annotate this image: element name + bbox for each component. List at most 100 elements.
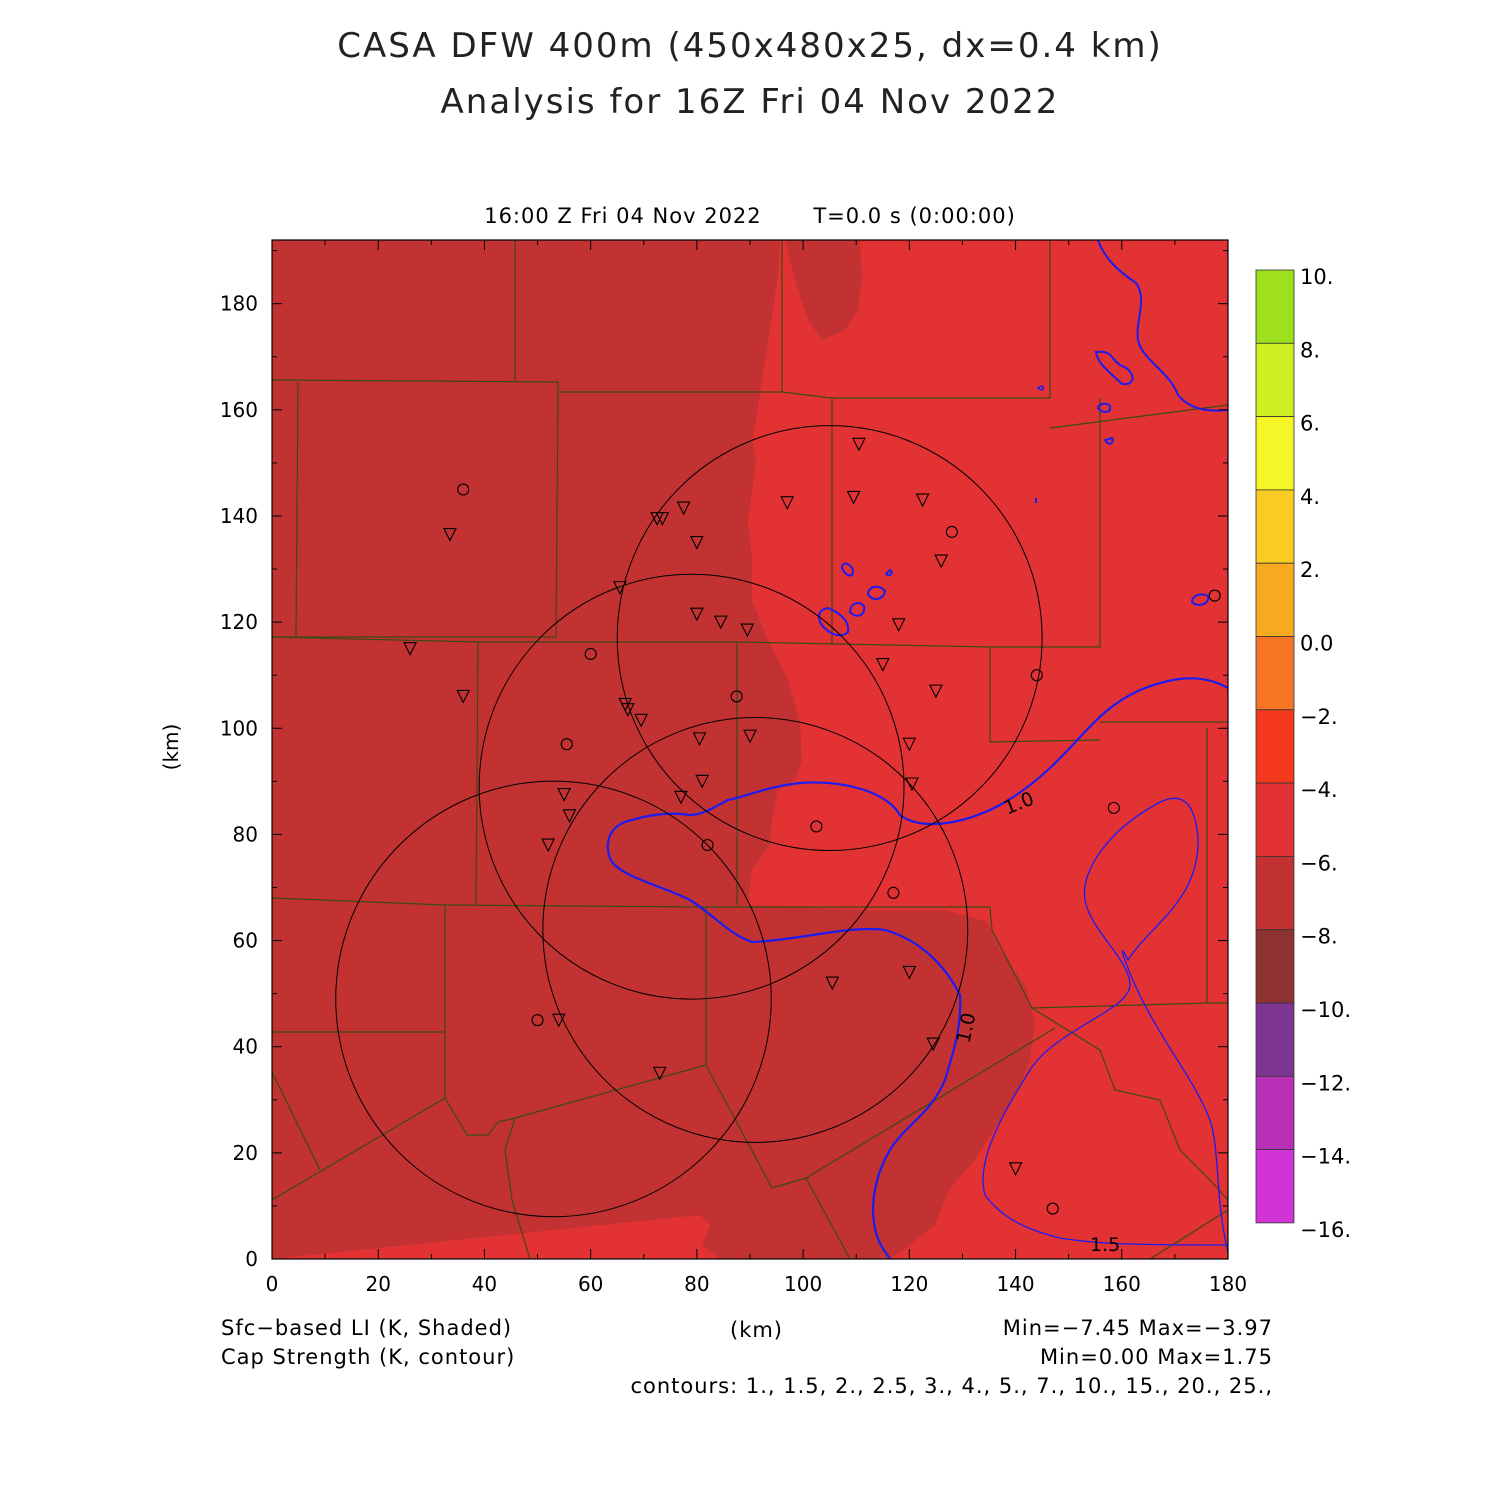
station-triangle <box>620 703 635 717</box>
station-triangle <box>634 713 649 728</box>
x-tick-label: 40 <box>472 1272 497 1296</box>
y-tick-label: 60 <box>233 929 258 953</box>
colorbar-label: −14. <box>1300 1145 1351 1169</box>
x-tick-label: 100 <box>784 1272 822 1296</box>
colorbar-swatch <box>1255 269 1295 344</box>
county-boundary <box>272 398 1101 648</box>
map-plot-area: 1.0 1.0 1.5 <box>272 240 1228 1259</box>
contour-closed <box>1103 436 1114 445</box>
county-boundary <box>295 381 299 638</box>
station-circle <box>1046 1202 1059 1215</box>
colorbar-label: 2. <box>1300 558 1320 582</box>
station-triangle <box>541 838 556 853</box>
station-triangle <box>915 493 930 508</box>
y-tick-label: 180 <box>220 292 258 316</box>
station-triangle <box>1008 1162 1023 1177</box>
station-triangle <box>875 658 890 672</box>
station-circle <box>457 483 470 496</box>
contour-closed <box>848 602 866 617</box>
colorbar-label: −4. <box>1300 778 1338 802</box>
y-tick-label: 100 <box>220 716 258 740</box>
station-circle <box>701 838 714 852</box>
radar-range-rings <box>335 425 1043 1218</box>
station-circle <box>560 738 573 751</box>
station-triangle <box>689 607 704 622</box>
radar-range-ring <box>335 780 772 1218</box>
county-boundary <box>705 907 851 1259</box>
county-boundary <box>1031 1007 1228 1201</box>
y-tick-label: 120 <box>220 610 258 634</box>
contour-closed <box>866 585 887 600</box>
county-boundary <box>781 240 1051 399</box>
county-boundary <box>1149 1209 1228 1259</box>
x-tick-label: 0 <box>266 1272 279 1296</box>
contour-closed <box>1190 593 1210 606</box>
county-boundary <box>272 391 559 638</box>
station-triangle <box>689 535 704 550</box>
x-tick-label: 20 <box>365 1272 390 1296</box>
station-circle <box>887 886 900 899</box>
station-triangle <box>674 790 688 805</box>
elapsed-time: T=0.0 s (0:00:00) <box>813 204 1016 228</box>
station-triangle <box>926 1037 941 1052</box>
station-triangle <box>713 615 728 630</box>
colorbar-label: 10. <box>1300 265 1333 289</box>
map-title: CASA DFW 400m (450x480x25, dx=0.4 km) <box>337 26 1163 66</box>
valid-time-line: 16:00 Z Fri 04 Nov 2022 T=0.0 s (0:00:00… <box>0 204 1500 228</box>
y-tick-label: 40 <box>233 1035 258 1059</box>
contour-levels: contours: 1., 1.5, 2., 2.5, 3., 4., 5., … <box>630 1374 1273 1398</box>
station-triangle <box>443 528 457 542</box>
station-triangle <box>692 732 707 747</box>
station-circle <box>1208 589 1221 602</box>
contour-closed <box>884 568 893 577</box>
colorbar-swatch <box>1255 1149 1295 1224</box>
legend-shaded-field: Sfc−based LI (K, Shaded) <box>221 1316 513 1340</box>
contour-closed <box>840 562 854 577</box>
radar-range-ring <box>478 573 905 1000</box>
colorbar-swatch <box>1255 929 1295 1004</box>
contour-closed <box>1036 385 1045 391</box>
colorbar-swatch <box>1255 636 1295 711</box>
cap-strength-contours <box>606 240 1228 1259</box>
county-boundaries <box>272 240 1228 1259</box>
shaded-field-range: Min=−7.45 Max=−3.97 <box>1002 1316 1273 1340</box>
colorbar-swatch <box>1255 782 1295 857</box>
station-triangle <box>456 689 471 704</box>
colorbar-swatch <box>1255 856 1295 931</box>
colorbar-label: 0.0 <box>1300 632 1333 656</box>
legend-contour-field: Cap Strength (K, contour) <box>221 1345 516 1369</box>
station-circle <box>810 820 823 833</box>
x-tick-label: 60 <box>578 1272 603 1296</box>
radar-range-ring <box>616 425 1043 851</box>
station-circle <box>584 647 597 661</box>
colorbar-label: 8. <box>1300 338 1320 362</box>
x-axis-label: (km) <box>730 1318 784 1342</box>
colorbar-label: −8. <box>1300 925 1338 949</box>
map-axes: 0 20 40 60 80 100 120 140 160 180 0 20 40 60 80 100 120 1… <box>220 240 1247 1296</box>
station-triangle <box>655 512 670 526</box>
colorbar: 10. 8. 6. 4. 2. 0.0 −2. −4. −6. −8. −10. −12. −14. −1… <box>1255 265 1351 1242</box>
contour-field-range: Min=0.00 Max=1.75 <box>1039 1345 1273 1369</box>
x-tick-label: 120 <box>890 1272 928 1296</box>
station-triangle <box>902 737 917 752</box>
station-triangle <box>934 554 949 569</box>
station-triangle <box>557 788 572 802</box>
county-boundary <box>272 1097 446 1201</box>
colorbar-label: −6. <box>1300 851 1338 875</box>
station-circle <box>1107 801 1120 814</box>
station-circle <box>531 1014 544 1027</box>
station-triangle <box>825 976 840 991</box>
station-triangle <box>743 729 757 744</box>
y-tick-label: 20 <box>233 1141 258 1165</box>
station-triangle <box>695 774 710 789</box>
station-triangle <box>551 1013 566 1028</box>
county-boundary <box>989 647 1101 743</box>
station-triangle <box>851 437 866 452</box>
county-boundary <box>475 641 479 906</box>
station-triangle <box>780 496 795 510</box>
colorbar-swatch <box>1255 416 1295 491</box>
station-triangle <box>928 684 943 699</box>
y-tick-label: 0 <box>245 1247 258 1271</box>
county-boundary <box>272 897 1228 1009</box>
station-triangle <box>902 965 917 980</box>
